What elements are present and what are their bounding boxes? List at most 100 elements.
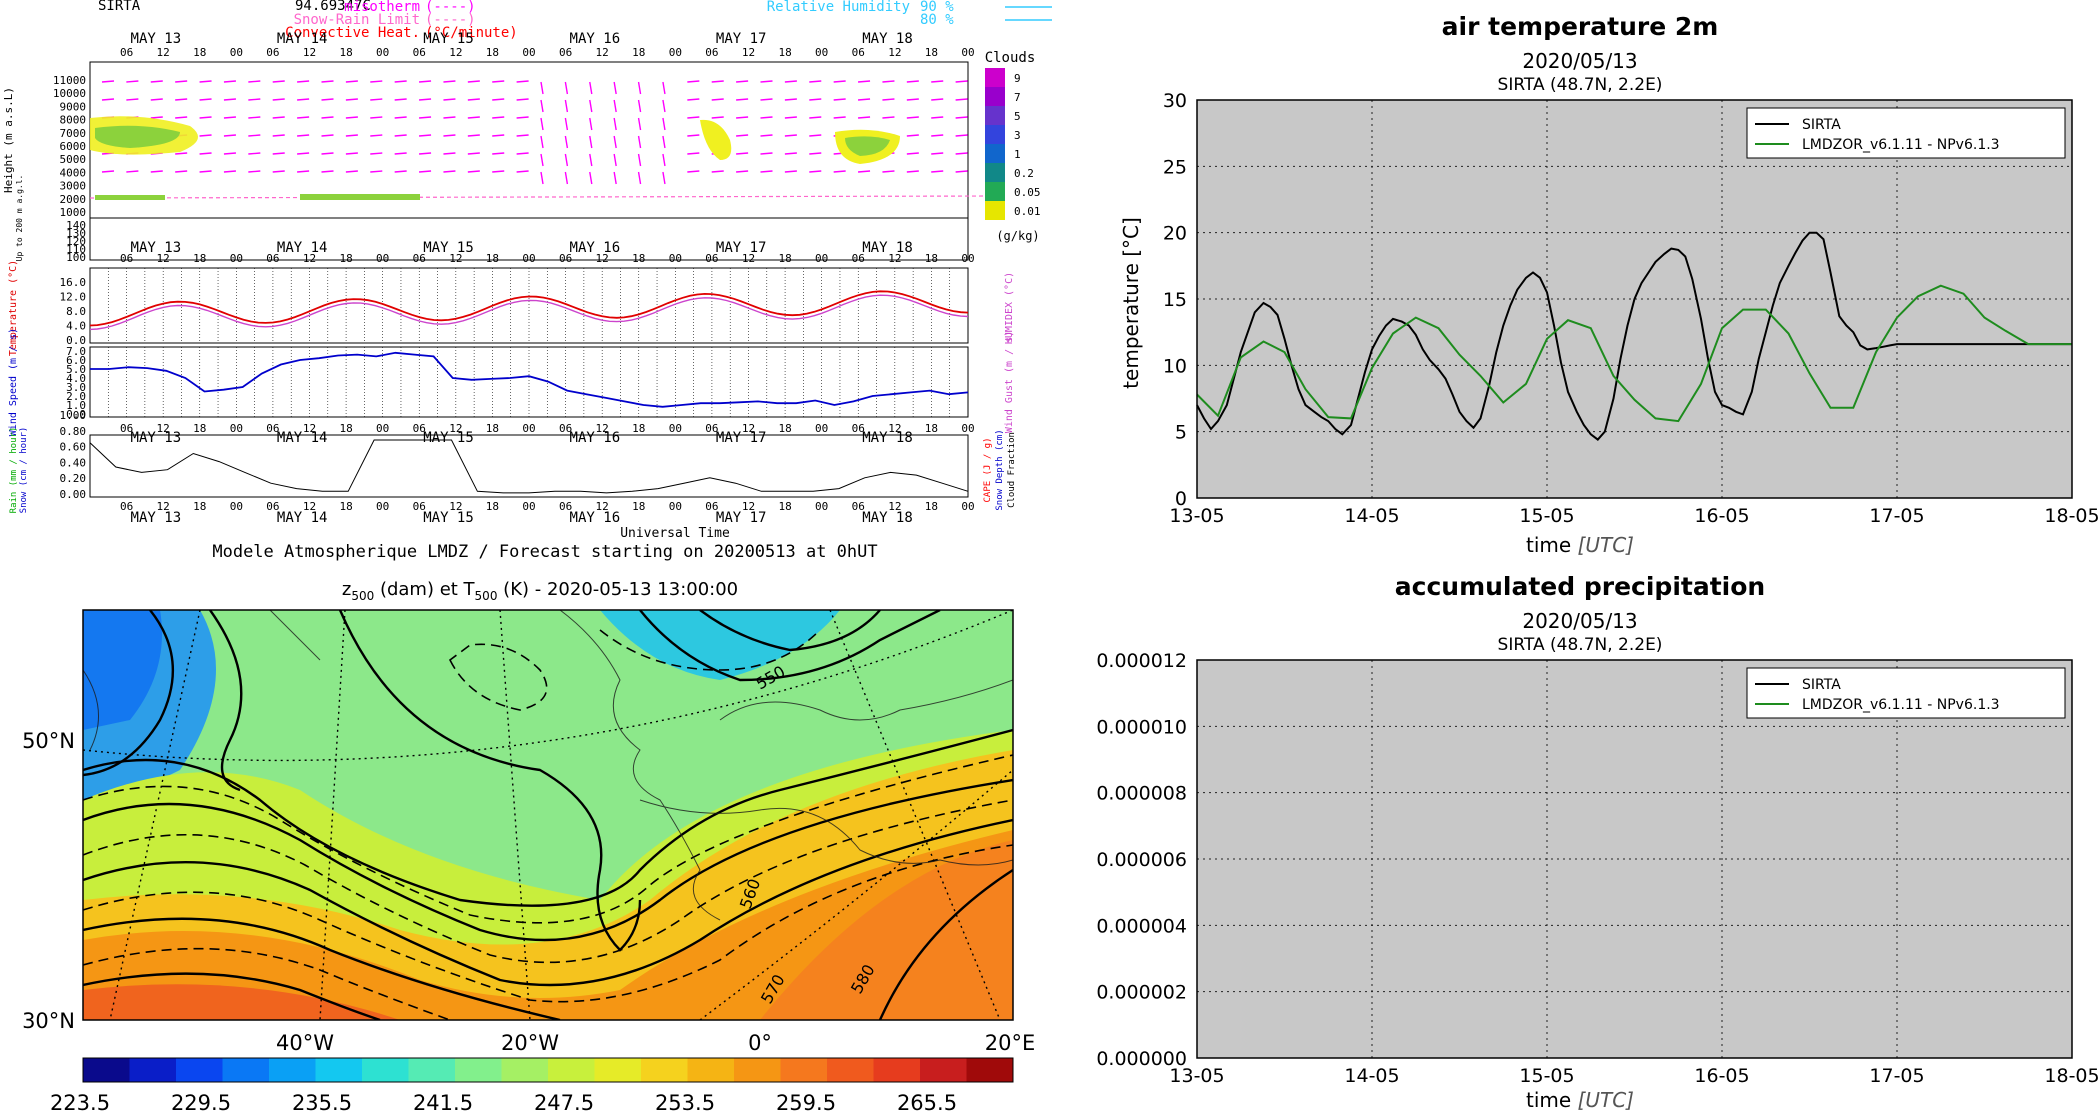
day-label: MAY 18 <box>862 240 913 256</box>
hour-tick-label: 00 <box>815 422 828 435</box>
day-label: MAY 14 <box>277 510 328 526</box>
clouds-swatch <box>985 201 1005 220</box>
wind-tick-label: 2.0 <box>66 390 86 403</box>
hour-tick-label: 18 <box>925 46 938 59</box>
hour-tick-label: 18 <box>632 422 645 435</box>
hour-tick-label: 18 <box>778 46 791 59</box>
temperature-axis-title: Temperature (°C) <box>8 260 19 356</box>
colorbar-swatch <box>83 1058 130 1082</box>
height-tick-label: 7000 <box>60 127 87 140</box>
hour-tick-label: 12 <box>596 500 609 513</box>
hour-tick-label: 00 <box>522 422 535 435</box>
temperature-tick-label: 8.0 <box>66 305 86 318</box>
temp-chart-subtitle: 2020/05/13 <box>1522 49 1637 73</box>
rain-tick-label: 1.00 <box>60 409 87 422</box>
x-tick-label: 16-05 <box>1694 1065 1749 1087</box>
hour-tick-label: 12 <box>596 422 609 435</box>
hour-tick-label: 18 <box>339 422 352 435</box>
hour-tick-label: 06 <box>413 500 426 513</box>
map-colorbar: 223.5 229.5 235.5 241.5 247.5 253.5 259.5 265.5 <box>50 1057 1014 1115</box>
y-tick-label: 15 <box>1163 289 1187 311</box>
wind-tick-label: 4.0 <box>66 372 86 385</box>
hour-tick-label: 06 <box>266 46 279 59</box>
hour-tick-label: 06 <box>852 252 865 265</box>
day-label: MAY 17 <box>716 510 767 526</box>
precip-chart-title: accumulated precipitation <box>1395 572 1765 601</box>
hour-tick-label: 00 <box>669 422 682 435</box>
hour-tick-label: 00 <box>230 422 243 435</box>
hour-tick-label: 00 <box>376 422 389 435</box>
day-label: MAY 15 <box>423 240 474 256</box>
lon-label: 20°W <box>501 1031 559 1055</box>
y-tick-label: 25 <box>1163 156 1187 178</box>
day-label: MAY 17 <box>716 430 767 446</box>
time-grid <box>107 347 951 417</box>
hour-tick-label: 12 <box>596 252 609 265</box>
wind-tick-label: 1.0 <box>66 399 86 412</box>
legend-label: SIRTA <box>1802 117 1841 133</box>
wind-tick-label: 5.0 <box>66 363 86 376</box>
hour-tick-label: 00 <box>961 46 974 59</box>
x-tick-label: 13-05 <box>1169 505 1224 527</box>
hour-tick-label: 00 <box>522 500 535 513</box>
day-label: MAY 16 <box>570 430 621 446</box>
precip-chart-subtitle: 2020/05/13 <box>1522 609 1637 633</box>
precipitation-chart-panel: accumulated precipitation 2020/05/13 SIR… <box>1060 570 2100 1120</box>
hour-tick-label: 00 <box>961 422 974 435</box>
colorbar-swatch <box>548 1058 595 1082</box>
low-level-axis-title: Up to 200 m a.g.l. <box>15 175 24 262</box>
colorbar-swatch <box>780 1058 828 1082</box>
day-label: MAY 15 <box>423 31 474 47</box>
colorbar-swatch <box>269 1058 316 1082</box>
hour-tick-label: 12 <box>303 422 316 435</box>
low-level-tick-label: 140 <box>66 219 86 232</box>
colorbar-swatch <box>501 1058 549 1082</box>
meteogram-time-label: Universal Time <box>620 526 730 541</box>
day-label: MAY 17 <box>716 31 767 47</box>
legend-left-symbol: (°C/minute) <box>425 25 518 41</box>
colorbar-swatch <box>129 1058 177 1082</box>
meteogram-station: SIRTA <box>98 0 141 14</box>
snow-axis-title: Snow (cm / hour) <box>19 427 29 514</box>
hour-tick-label: 12 <box>742 46 755 59</box>
meteogram-legend-left: misotherm (----) Snow-Rain Limit (----) Conv… <box>285 0 518 41</box>
temperature-tick-label: 16.0 <box>60 276 87 289</box>
temp-chart-station: SIRTA (48.7N, 2.2E) <box>1498 75 1663 95</box>
lat-label: 50°N <box>22 729 75 753</box>
hour-tick-label: 18 <box>193 46 206 59</box>
x-tick-label: 18-05 <box>2044 1065 2099 1087</box>
hour-tick-label: 00 <box>669 500 682 513</box>
legend-label: LMDZOR_v6.1.11 - NPv6.1.3 <box>1802 137 2000 153</box>
lon-label: 40°W <box>276 1031 334 1055</box>
temp-x-axis-label: time [UTC] <box>1526 533 1634 557</box>
clouds-swatch <box>985 144 1005 163</box>
height-tick-label: 11000 <box>53 74 86 87</box>
height-tick-label: 4000 <box>60 166 87 179</box>
temp-y-axis-label: temperature [°C] <box>1119 217 1143 389</box>
clouds-level: 0.05 <box>1014 186 1041 199</box>
humidex-line <box>89 294 969 331</box>
temperature-tick-label: 12.0 <box>60 291 87 304</box>
colorbar-swatch <box>687 1058 735 1082</box>
temp-plot-area: 13-05 14-05 15-05 16-05 17-05 18-05 0 5 10 15 20 25… <box>1163 90 2100 527</box>
clouds-swatch <box>985 68 1005 87</box>
hour-tick-label: 06 <box>266 422 279 435</box>
day-label: MAY 18 <box>862 510 913 526</box>
colorbar-swatch <box>734 1058 781 1082</box>
hour-tick-label: 06 <box>120 46 133 59</box>
hour-tick-label: 12 <box>888 422 901 435</box>
hour-tick-label: 06 <box>120 422 133 435</box>
cloud-fraction-axis-title: Cloud Fraction <box>1007 432 1017 508</box>
hour-tick-label: 00 <box>376 500 389 513</box>
hour-tick-label: 06 <box>120 252 133 265</box>
x-tick-label: 14-05 <box>1344 505 1399 527</box>
map-frame <box>82 609 1014 1021</box>
hour-tick-label: 18 <box>486 500 499 513</box>
hour-tick-label: 18 <box>925 252 938 265</box>
cloud-fraction-line <box>89 439 969 494</box>
colorbar-swatch <box>222 1058 270 1082</box>
hour-tick-label: 18 <box>486 252 499 265</box>
y-tick-label: 0.000008 <box>1096 783 1187 805</box>
hour-tick-label: 00 <box>961 500 974 513</box>
